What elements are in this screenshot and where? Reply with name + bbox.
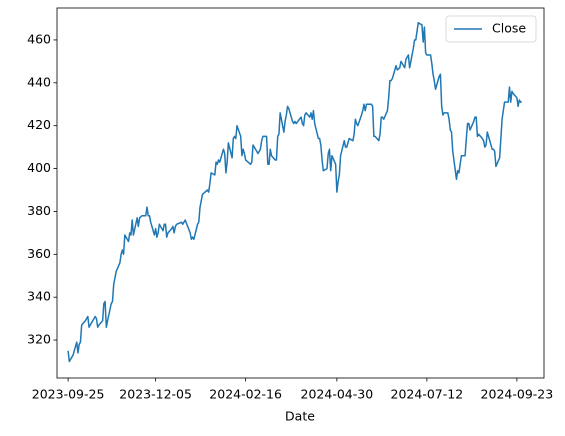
y-tick-label: 360 (27, 246, 51, 261)
y-tick-label: 400 (27, 160, 51, 175)
x-tick-label: 2023-09-25 (32, 387, 105, 402)
x-tick-label: 2024-02-16 (209, 387, 282, 402)
legend-label: Close (492, 21, 526, 36)
y-tick-label: 420 (27, 117, 51, 132)
y-tick-label: 460 (27, 31, 51, 46)
x-axis-label: Date (285, 409, 315, 424)
legend-box (445, 15, 537, 43)
axes-frame (56, 7, 545, 379)
y-tick-label: 380 (27, 203, 51, 218)
y-tick-label: 340 (27, 289, 51, 304)
x-tick-label: 2024-04-30 (301, 387, 374, 402)
y-tick-label: 320 (27, 332, 51, 347)
x-tick-label: 2024-09-23 (481, 387, 554, 402)
x-tick-label: 2024-07-12 (391, 387, 464, 402)
price-line (67, 22, 522, 363)
y-tick-label: 440 (27, 74, 51, 89)
x-tick-label: 2023-12-05 (119, 387, 192, 402)
